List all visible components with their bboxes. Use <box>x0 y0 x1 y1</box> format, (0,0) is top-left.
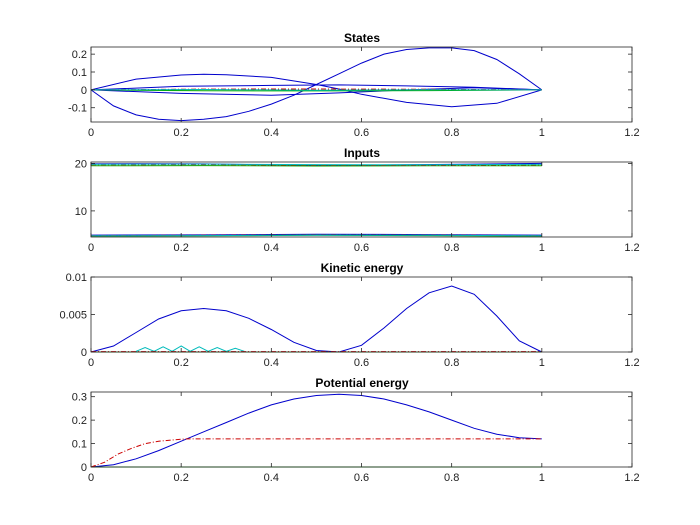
series-line-states-3 <box>90 84 542 91</box>
series-line-kinetic-energy-1 <box>135 345 245 352</box>
axes-box-states <box>90 46 633 123</box>
ytick-label-inputs: 20 <box>75 158 87 170</box>
xtick-label-potential-energy: 0 <box>88 472 94 484</box>
xtick-label-potential-energy: 0.8 <box>444 472 459 484</box>
axes-box-inputs <box>90 161 633 238</box>
ytick-label-states: -0.1 <box>68 103 87 115</box>
series-line-potential-energy-1 <box>90 438 542 468</box>
ytick-label-potential-energy: 0 <box>81 462 87 474</box>
xtick-label-potential-energy: 0.6 <box>354 472 369 484</box>
xtick-label-inputs: 0.8 <box>444 242 459 254</box>
xtick-label-states: 0.8 <box>444 127 459 139</box>
xtick-label-kinetic-energy: 0.8 <box>444 357 459 369</box>
ytick-label-states: 0.2 <box>72 49 87 61</box>
xtick-label-inputs: 0.2 <box>174 242 189 254</box>
xtick-label-states: 0.2 <box>174 127 189 139</box>
xtick-label-inputs: 0.4 <box>264 242 279 254</box>
xtick-label-inputs: 1.2 <box>624 242 639 254</box>
xtick-label-kinetic-energy: 1 <box>539 357 545 369</box>
series-line-states-1 <box>90 73 542 108</box>
series-line-states-6 <box>90 88 542 91</box>
series-line-states-2 <box>90 87 542 96</box>
subplot-kinetic-energy-title: Kinetic energy <box>321 261 404 275</box>
xtick-label-kinetic-energy: 1.2 <box>624 357 639 369</box>
series-line-potential-energy-0 <box>90 393 542 468</box>
series-line-inputs-7 <box>90 234 542 237</box>
axes-box-potential-energy <box>90 391 633 468</box>
subplot-potential-energy: Potential energy 0 0.2 0.4 0.6 0.8 1 1.2 0 0.1 0.… <box>72 376 640 484</box>
xtick-label-kinetic-energy: 0.6 <box>354 357 369 369</box>
xtick-label-kinetic-energy: 0.2 <box>174 357 189 369</box>
xtick-label-states: 0.6 <box>354 127 369 139</box>
subplot-potential-energy-title: Potential energy <box>315 376 409 390</box>
ytick-label-kinetic-energy: 0 <box>81 347 87 359</box>
xtick-label-states: 0.4 <box>264 127 279 139</box>
xtick-label-inputs: 0 <box>88 242 94 254</box>
ytick-label-potential-energy: 0.3 <box>72 392 87 404</box>
series-line-states-4 <box>90 89 542 92</box>
ytick-label-potential-energy: 0.2 <box>72 415 87 427</box>
series-line-kinetic-energy-0 <box>90 285 543 353</box>
xtick-label-potential-energy: 1.2 <box>624 472 639 484</box>
xtick-label-kinetic-energy: 0 <box>88 357 94 369</box>
subplot-inputs-title: Inputs <box>344 146 380 160</box>
subplot-inputs: Inputs 0 0.2 0.4 0.6 0.8 1 1.2 10 20 <box>75 146 640 254</box>
xtick-label-inputs: 1 <box>539 242 545 254</box>
xtick-label-kinetic-energy: 0.4 <box>264 357 279 369</box>
xtick-label-inputs: 0.6 <box>354 242 369 254</box>
ytick-label-kinetic-energy: 0.005 <box>59 310 87 322</box>
ytick-label-kinetic-energy: 0.01 <box>66 272 87 284</box>
xtick-label-states: 1 <box>539 127 545 139</box>
series-line-inputs-3 <box>90 163 542 166</box>
subplot-states: States 0 0.2 0.4 0.6 0.8 1 1.2-0.100.10.2 <box>68 31 640 139</box>
xtick-label-potential-energy: 0.2 <box>174 472 189 484</box>
ytick-label-states: 0.1 <box>72 67 87 79</box>
ytick-label-potential-energy: 0.1 <box>72 439 87 451</box>
xtick-label-states: 0 <box>88 127 94 139</box>
ytick-label-inputs: 10 <box>75 206 87 218</box>
xtick-label-potential-energy: 0.4 <box>264 472 279 484</box>
subplot-kinetic-energy: Kinetic energy 0 0.2 0.4 0.6 0.8 1 1.2 0 0.005 0.… <box>59 261 639 369</box>
xtick-label-states: 1.2 <box>624 127 639 139</box>
series-line-inputs-4 <box>90 233 542 236</box>
subplot-states-title: States <box>344 31 380 45</box>
xtick-label-potential-energy: 1 <box>539 472 545 484</box>
ytick-label-states: 0 <box>81 85 87 97</box>
